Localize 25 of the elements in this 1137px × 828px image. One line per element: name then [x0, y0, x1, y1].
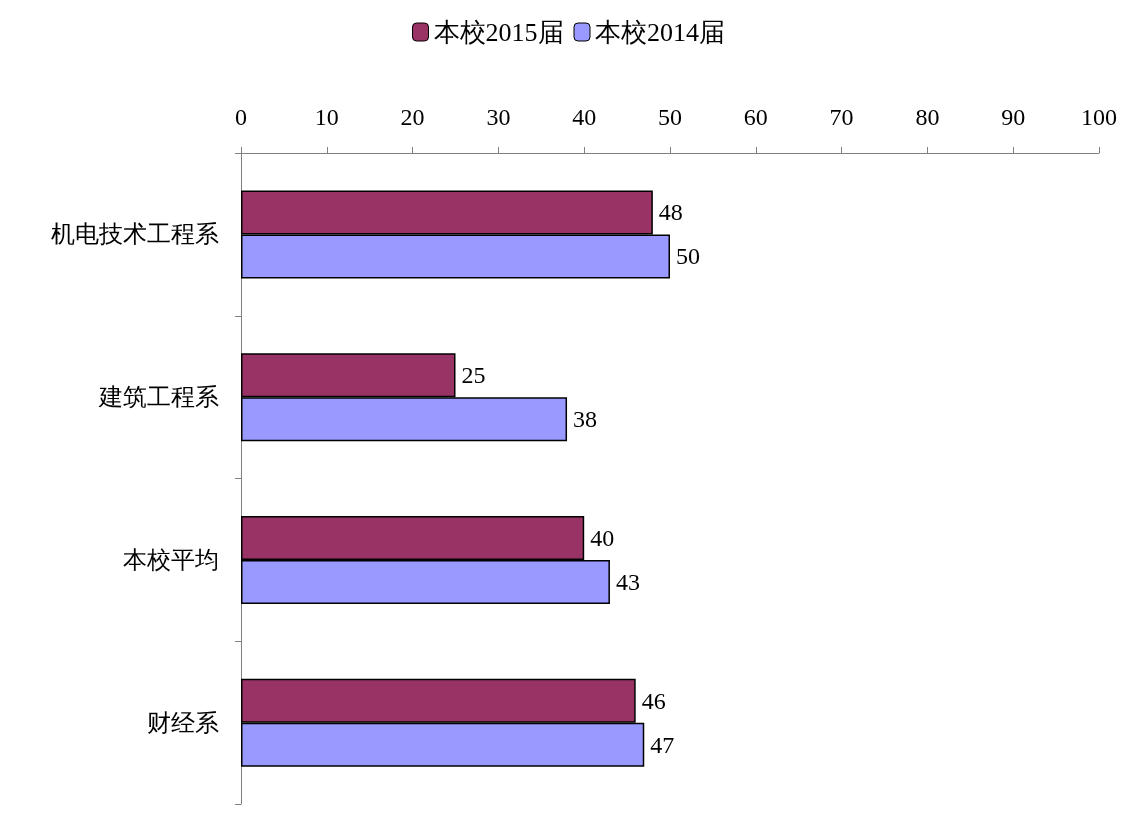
data-label: 48: [658, 199, 683, 226]
x-tick-label: 70: [829, 104, 854, 130]
x-tick-label: 90: [1001, 104, 1026, 130]
y-tick-label: 建筑工程系: [98, 384, 219, 411]
x-tick-label: 50: [658, 104, 682, 130]
data-label: 46: [641, 687, 666, 714]
data-label: 50: [676, 243, 700, 270]
x-tick-label: 0: [235, 104, 247, 130]
x-tick-label: 20: [400, 104, 425, 130]
y-tick-label: 本校平均: [123, 546, 219, 573]
x-tick-label: 40: [572, 104, 597, 130]
y-tick-label: 财经系: [147, 709, 219, 736]
x-tick-label: 80: [915, 104, 940, 130]
legend-label: 本校2015届: [433, 17, 564, 47]
x-tick-label: 60: [743, 104, 768, 130]
x-tick-label: 100: [1081, 104, 1117, 130]
legend-label: 本校2014届: [595, 17, 725, 47]
data-label: 40: [590, 524, 615, 551]
data-label: 47: [650, 731, 675, 758]
y-tick-label: 机电技术工程系: [51, 221, 219, 248]
data-label: 38: [573, 406, 598, 433]
x-tick-label: 10: [314, 104, 339, 130]
data-label: 25: [461, 362, 486, 389]
x-tick-label: 30: [486, 104, 511, 130]
data-label: 43: [615, 568, 640, 595]
